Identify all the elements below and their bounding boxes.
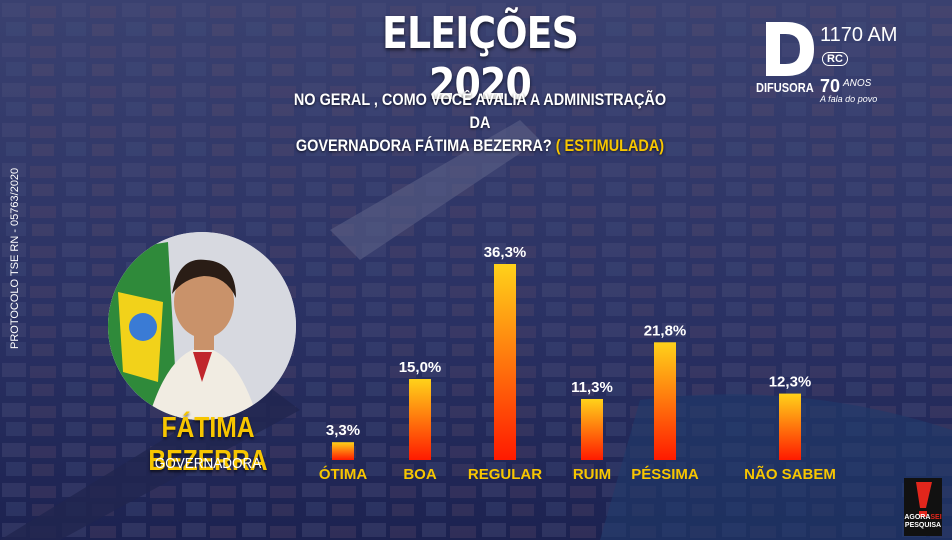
candidate-role: GOVERNADORA — [154, 455, 262, 472]
category-label: NÃO SABEM — [744, 465, 836, 483]
tagline: A fala do povo — [820, 94, 878, 104]
value-label: 11,3% — [571, 379, 613, 396]
frequency-label: 1170 AM — [820, 24, 898, 46]
pollster-label: AGORASEI PESQUISA — [898, 514, 948, 530]
category-label: PÉSSIMA — [631, 466, 699, 483]
portrait-illustration — [108, 232, 296, 420]
poll-question: NO GERAL , COMO VOCÊ AVALIA A ADMINISTRA… — [285, 88, 676, 157]
pollster-logo-icon — [904, 478, 942, 536]
brand-label: DIFUSORA — [756, 80, 814, 95]
pollster-name-highlight: SEI — [930, 514, 942, 521]
network-badge: RC — [822, 52, 848, 66]
value-label: 36,3% — [484, 244, 527, 261]
difusora-logo-icon — [766, 22, 814, 76]
page-title: ELEIÇÕES 2020 — [381, 8, 579, 110]
category-label: ÓTIMA — [319, 465, 367, 483]
category-label: BOA — [403, 466, 437, 483]
anniversary-number: 70 — [820, 76, 841, 96]
candidate-name: FÁTIMA BEZERRA — [148, 412, 268, 477]
bar-6 — [779, 393, 801, 460]
category-label: REGULAR — [468, 466, 542, 483]
category-label: RUIM — [573, 466, 611, 483]
value-label: 3,3% — [326, 422, 360, 439]
question-highlight: ( ESTIMULADA) — [555, 136, 665, 155]
bar-2 — [409, 379, 431, 460]
anniversary-word: ANOS — [843, 78, 872, 89]
value-label: 21,8% — [644, 322, 687, 339]
bar-1 — [332, 442, 354, 460]
bar-5 — [654, 342, 676, 460]
question-line-2-wrap: GOVERNADORA FÁTIMA BEZERRA? ( ESTIMULADA… — [285, 134, 676, 157]
value-label: 15,0% — [399, 359, 442, 376]
question-line-2: GOVERNADORA FÁTIMA BEZERRA? — [295, 136, 552, 155]
bar-4 — [581, 398, 603, 460]
pollster-name-bottom: PESQUISA — [904, 522, 942, 529]
candidate-photo — [108, 232, 296, 420]
value-label: 12,3% — [769, 374, 812, 391]
pollster-name-top: AGORA — [904, 514, 931, 521]
question-line-1: NO GERAL , COMO VOCÊ AVALIA A ADMINISTRA… — [293, 90, 667, 132]
bar-3 — [494, 264, 516, 460]
